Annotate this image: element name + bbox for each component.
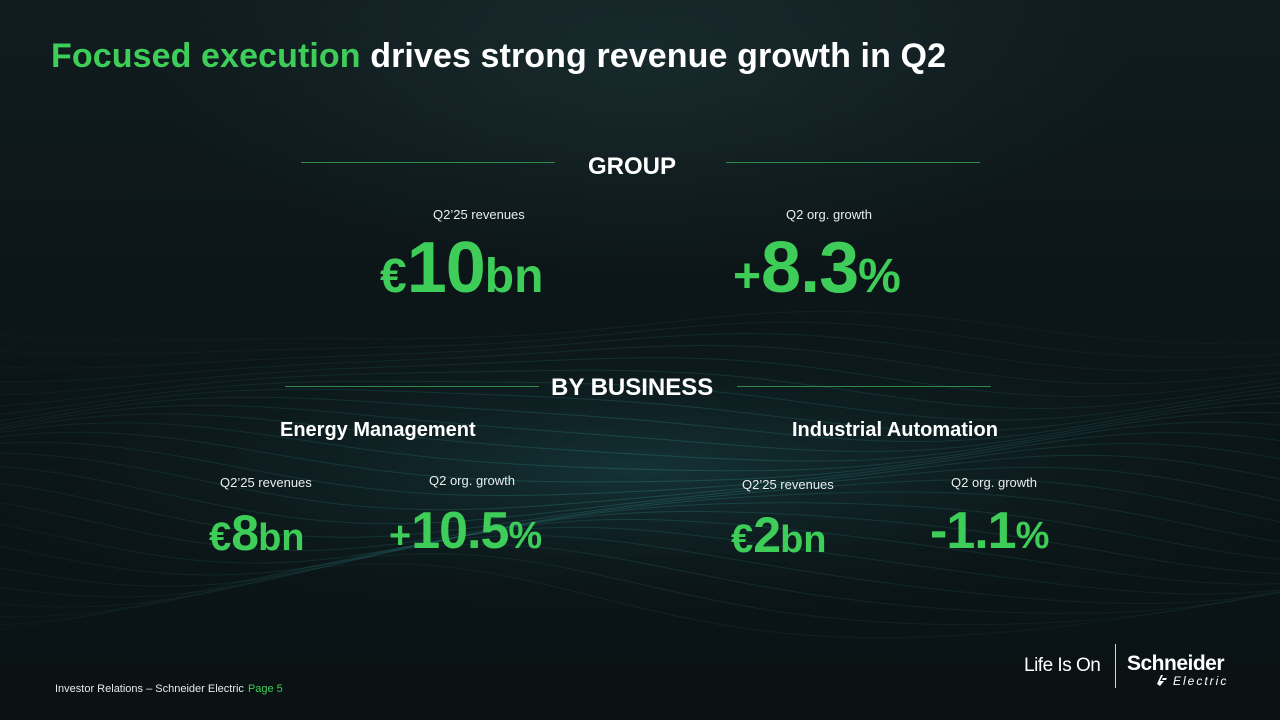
group-revenue-label: Q2’25 revenues: [433, 207, 525, 222]
em-revenue-prefix: €: [209, 515, 232, 559]
slide-title: Focused execution drives strong revenue …: [51, 37, 946, 76]
wave-line: [0, 333, 1280, 372]
wave-line: [0, 491, 1280, 552]
wave-line: [0, 441, 1280, 497]
ia-revenue-value: €2bn: [731, 510, 827, 560]
group-growth-prefix: +: [733, 250, 762, 303]
em-growth-number: 10.5: [411, 502, 509, 560]
business-rule-right: [737, 386, 991, 387]
group-heading: GROUP: [588, 153, 677, 180]
wave-line: [0, 310, 1280, 345]
em-revenue-number: 8: [231, 505, 259, 561]
wave-line: [0, 395, 1280, 443]
wave-line: [0, 421, 1280, 472]
wave-line: [0, 518, 1280, 587]
em-revenue-label: Q2’25 revenues: [220, 475, 312, 490]
group-growth-suffix: %: [858, 250, 901, 303]
group-growth-value: +8.3%: [733, 232, 901, 304]
ia-revenue-prefix: €: [731, 517, 754, 561]
wave-line: [0, 502, 1280, 564]
group-revenue-prefix: €: [380, 250, 407, 303]
wave-line: [0, 479, 1280, 538]
title-rest: drives strong revenue growth in Q2: [360, 37, 947, 75]
footer-source: Investor Relations – Schneider Electric: [55, 683, 244, 695]
em-growth-suffix: %: [508, 515, 543, 557]
life-is-on-tagline: Life Is On: [1024, 655, 1101, 677]
ia-revenue-number: 2: [753, 507, 781, 563]
wave-line: [0, 411, 1280, 462]
group-rule-left: [301, 162, 555, 163]
tagline-text: Life Is On: [1024, 655, 1101, 676]
footer: Investor Relations – Schneider Electric P…: [55, 683, 283, 695]
wave-line: [0, 465, 1280, 525]
ia-growth-label: Q2 org. growth: [951, 475, 1037, 490]
group-rule-right: [726, 162, 980, 163]
business-rule-left: [285, 386, 539, 387]
group-growth-label: Q2 org. growth: [786, 207, 872, 222]
wave-line: [0, 321, 1280, 358]
logo-divider: [1115, 644, 1116, 688]
title-accent: Focused execution: [51, 37, 361, 75]
wave-line: [0, 526, 1280, 598]
em-growth-value: +10.5%: [389, 505, 542, 557]
group-revenue-value: €10bn: [380, 232, 543, 304]
logo-sub: Electric: [1173, 674, 1229, 688]
wave-line: [0, 452, 1280, 511]
ia-revenue-suffix: bn: [780, 519, 827, 561]
em-growth-prefix: +: [389, 515, 412, 557]
page-number: Page 5: [247, 683, 283, 695]
ia-growth-suffix: %: [1015, 515, 1050, 557]
business-heading: BY BUSINESS: [551, 374, 714, 401]
wave-line: [0, 402, 1280, 453]
em-revenue-suffix: bn: [258, 517, 305, 559]
em-revenue-value: €8bn: [209, 508, 305, 558]
wave-line: [0, 534, 1280, 608]
wave-line: [0, 431, 1280, 483]
ia-revenue-label: Q2’25 revenues: [742, 477, 834, 492]
group-revenue-suffix: bn: [484, 250, 544, 303]
wave-line: [0, 511, 1280, 576]
ia-growth-value: -1.1%: [930, 505, 1049, 557]
wave-line: [0, 563, 1280, 639]
em-growth-label: Q2 org. growth: [429, 473, 515, 488]
group-growth-number: 8.3: [761, 228, 859, 308]
logo-name: Schneider: [1127, 652, 1225, 675]
group-revenue-number: 10: [406, 228, 486, 308]
wave-line: [0, 553, 1280, 626]
industrial-automation-title: Industrial Automation: [792, 419, 998, 441]
energy-management-title: Energy Management: [280, 419, 476, 441]
wave-line: [0, 543, 1280, 618]
schneider-se-mark-icon: [1157, 675, 1167, 686]
schneider-electric-logo: Schneider Electric: [1127, 652, 1239, 692]
ia-growth-number: -1.1: [930, 502, 1017, 560]
